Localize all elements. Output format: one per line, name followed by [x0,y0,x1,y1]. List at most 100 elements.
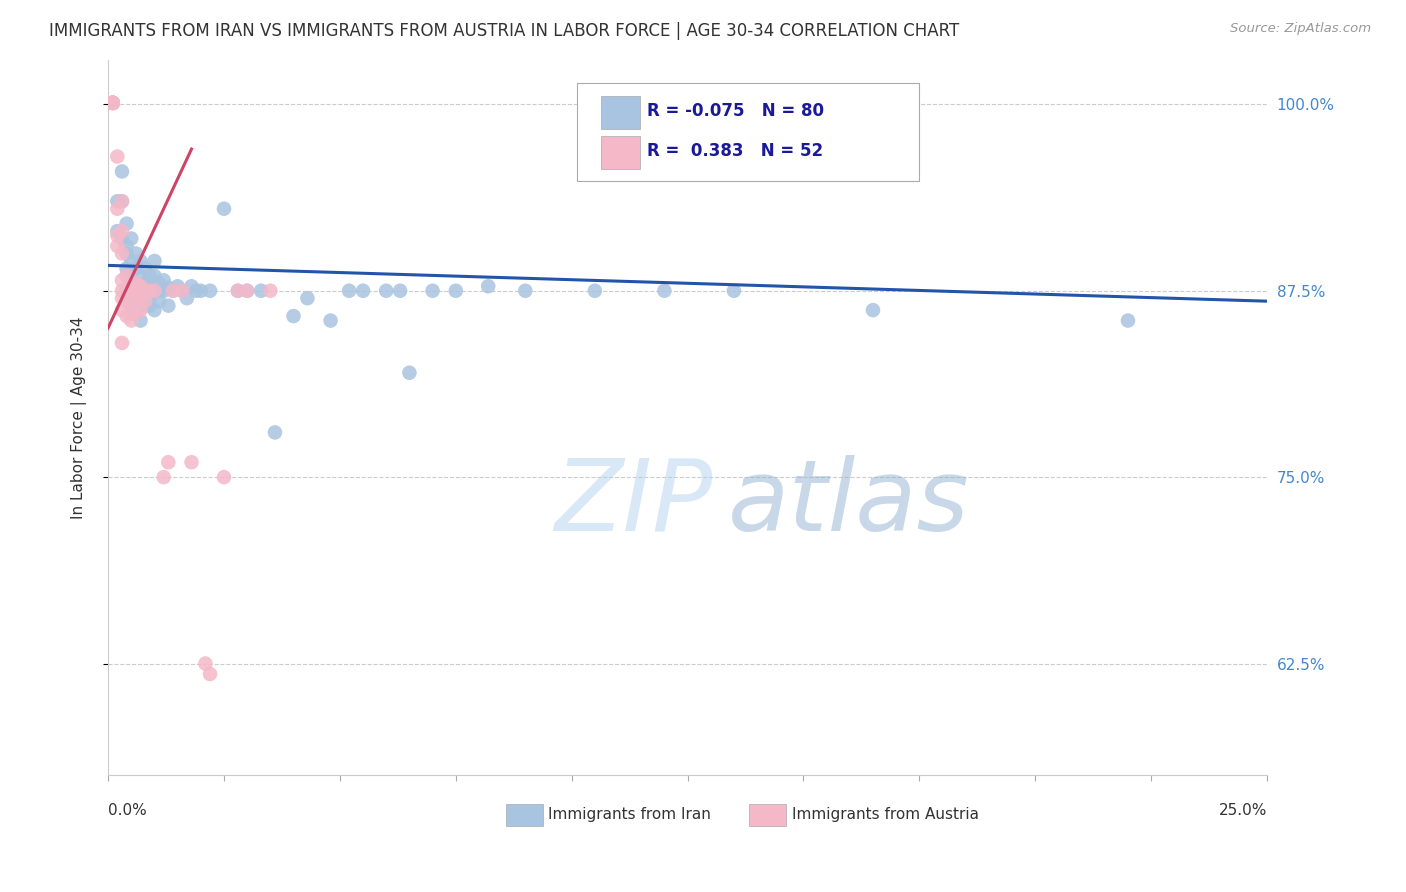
Point [105,149,128,163]
Point [477,279,499,293]
Point [139,299,162,313]
Point [125,291,148,305]
Point [194,657,217,671]
Point [583,284,606,298]
Point [125,306,148,320]
Point [120,284,142,298]
Point [152,470,174,484]
Point [120,277,142,291]
Point [111,224,134,238]
Point [134,284,156,298]
Point [101,95,124,110]
Point [134,294,156,309]
Point [152,273,174,287]
Point [101,95,124,110]
Point [105,239,128,253]
Point [125,284,148,298]
Point [166,279,188,293]
Point [105,228,128,243]
Point [134,284,156,298]
Point [186,284,208,298]
Point [115,284,138,298]
Point [352,284,374,298]
Point [120,231,142,245]
Point [212,202,235,216]
Point [212,470,235,484]
FancyBboxPatch shape [749,804,786,825]
Point [389,284,412,298]
Point [120,291,142,305]
Point [120,254,142,268]
Point [129,313,152,327]
Point [115,309,138,323]
Point [105,194,128,209]
Point [236,284,259,298]
Point [162,284,184,298]
Point [723,284,745,298]
Point [129,299,152,313]
Point [259,284,281,298]
Point [101,95,124,110]
Point [111,231,134,245]
Point [172,284,194,298]
Point [115,268,138,283]
Point [125,277,148,291]
Point [143,268,166,283]
Text: IMMIGRANTS FROM IRAN VS IMMIGRANTS FROM AUSTRIA IN LABOR FORCE | AGE 30-34 CORRE: IMMIGRANTS FROM IRAN VS IMMIGRANTS FROM … [49,22,959,40]
Point [115,268,138,283]
Point [111,291,134,305]
Point [143,254,166,268]
Point [105,202,128,216]
Point [115,284,138,298]
Text: Immigrants from Iran: Immigrants from Iran [548,807,711,822]
Point [180,279,202,293]
FancyBboxPatch shape [578,82,920,181]
Point [125,306,148,320]
Point [139,284,162,298]
Point [101,95,124,110]
Point [143,303,166,318]
FancyBboxPatch shape [600,136,640,169]
Point [105,224,128,238]
Point [176,291,198,305]
Point [515,284,537,298]
Point [162,284,184,298]
Point [120,313,142,327]
Text: Immigrants from Austria: Immigrants from Austria [792,807,979,822]
Point [152,284,174,298]
Y-axis label: In Labor Force | Age 30-34: In Labor Force | Age 30-34 [72,317,87,519]
Point [101,95,124,110]
Point [297,291,319,305]
Point [111,303,134,318]
Point [101,95,124,110]
Point [198,284,221,298]
Point [111,284,134,298]
Text: atlas: atlas [728,455,970,552]
Point [444,284,467,298]
Point [129,291,152,305]
Point [134,261,156,276]
Point [134,299,156,313]
Point [101,95,124,110]
Point [115,294,138,309]
Point [101,95,124,110]
Text: ZIP: ZIP [554,455,713,552]
Point [125,291,148,305]
Point [157,455,180,469]
Point [125,284,148,298]
Point [111,164,134,178]
Point [143,284,166,298]
Point [143,284,166,298]
Point [111,273,134,287]
Point [337,284,360,298]
Point [125,277,148,291]
Text: Source: ZipAtlas.com: Source: ZipAtlas.com [1230,22,1371,36]
Point [129,268,152,283]
Point [115,217,138,231]
Point [398,366,420,380]
Point [120,303,142,318]
Point [134,277,156,291]
Text: R = -0.075   N = 80: R = -0.075 N = 80 [647,103,824,120]
Point [120,279,142,293]
Point [125,299,148,313]
